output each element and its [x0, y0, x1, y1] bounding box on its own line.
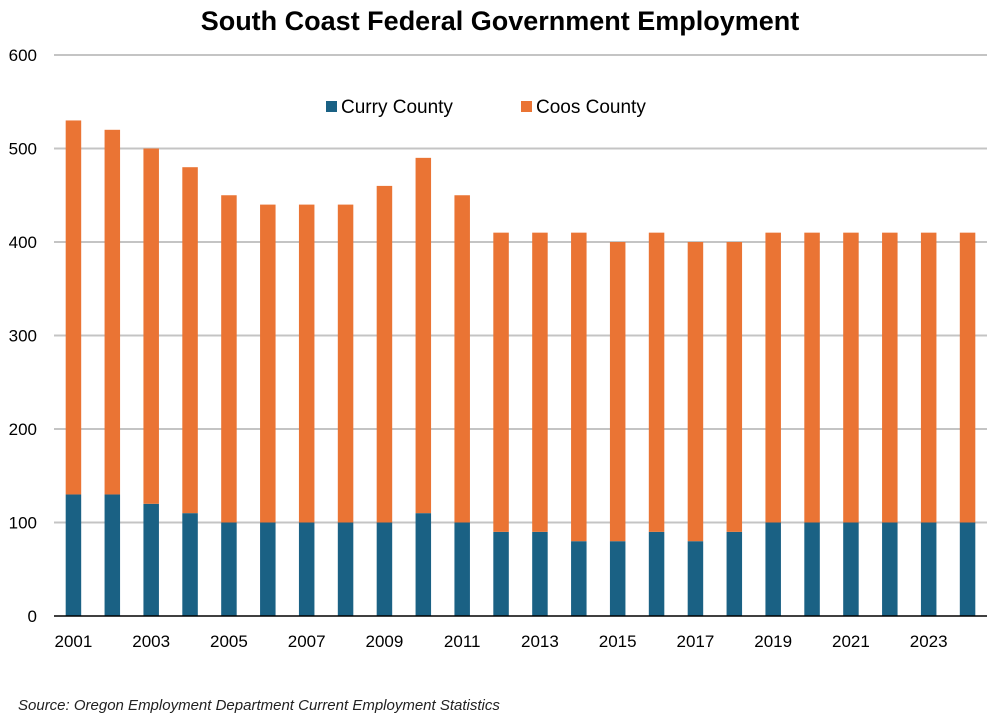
y-tick-label: 300: [9, 327, 37, 346]
bar-curry-county-2014: [571, 541, 587, 616]
bar-coos-county-2022: [882, 232, 898, 523]
y-tick-label: 400: [9, 233, 37, 252]
x-tick-label: 2007: [288, 632, 326, 651]
bar-curry-county-2008: [337, 522, 354, 616]
bar-coos-county-2020: [804, 232, 820, 523]
bar-coos-county-2017: [687, 242, 704, 542]
x-tick-label: 2013: [521, 632, 559, 651]
bar-curry-county-2003: [143, 503, 159, 616]
x-tick-label: 2009: [366, 632, 404, 651]
bar-curry-county-2018: [726, 531, 743, 616]
bar-curry-county-2009: [376, 522, 393, 616]
bar-curry-county-2012: [493, 531, 509, 616]
bar-curry-county-2001: [65, 494, 82, 616]
x-tick-label: 2021: [832, 632, 870, 651]
x-tick-label: 2001: [55, 632, 93, 651]
x-tick-label: 2005: [210, 632, 248, 651]
bar-curry-county-2020: [804, 522, 820, 616]
bar-curry-county-2021: [843, 522, 859, 616]
bar-coos-county-2006: [260, 204, 276, 523]
bar-coos-county-2018: [726, 242, 743, 532]
y-tick-label: 100: [9, 514, 37, 533]
bar-coos-county-2007: [298, 204, 315, 523]
bar-curry-county-2006: [260, 522, 276, 616]
bar-coos-county-2003: [143, 148, 159, 504]
x-tick-label: 2019: [754, 632, 792, 651]
y-tick-label: 600: [9, 46, 37, 65]
bar-coos-county-2013: [532, 232, 548, 532]
legend-label: Curry County: [341, 97, 453, 118]
bar-coos-county-2024: [959, 232, 976, 523]
bar-curry-county-2011: [454, 522, 470, 616]
chart-title: South Coast Federal Government Employmen…: [200, 6, 800, 36]
x-tick-label: 2023: [910, 632, 948, 651]
bar-curry-county-2022: [882, 522, 898, 616]
bar-curry-county-2007: [298, 522, 315, 616]
bar-coos-county-2012: [493, 232, 509, 532]
x-tick-label: 2015: [599, 632, 637, 651]
x-tick-label: 2011: [444, 632, 481, 651]
legend-label: Coos County: [536, 97, 646, 118]
bar-curry-county-2005: [221, 522, 237, 616]
source-note: Source: Oregon Employment Department Cur…: [18, 697, 500, 714]
x-tick-label: 2003: [132, 632, 170, 651]
bar-curry-county-2019: [765, 522, 781, 616]
bar-curry-county-2016: [648, 531, 665, 616]
bar-coos-county-2010: [415, 157, 432, 514]
bar-coos-county-2011: [454, 195, 470, 523]
bar-coos-county-2004: [182, 167, 198, 514]
bar-coos-county-2016: [648, 232, 665, 532]
bar-coos-county-2005: [221, 195, 237, 523]
y-tick-label: 500: [9, 140, 37, 159]
x-tick-label: 2017: [677, 632, 715, 651]
bar-curry-county-2004: [182, 513, 198, 616]
bar-coos-county-2023: [920, 232, 937, 523]
bar-coos-county-2014: [571, 232, 587, 542]
bar-coos-county-2021: [843, 232, 859, 523]
bar-curry-county-2017: [687, 541, 704, 616]
bar-curry-county-2002: [104, 494, 121, 616]
bar-curry-county-2013: [532, 531, 548, 616]
legend-swatch-curry-county: [326, 101, 337, 112]
bar-coos-county-2001: [65, 120, 82, 495]
chart: 0 100 200 300 400 500 600 2001 2003 2005 2007 2009 2…: [9, 46, 987, 651]
bar-curry-county-2023: [920, 522, 937, 616]
legend-swatch-coos-county: [521, 101, 532, 112]
bar-curry-county-2024: [959, 522, 976, 616]
bar-coos-county-2015: [609, 242, 626, 542]
bar-coos-county-2002: [104, 129, 121, 495]
bar-curry-county-2010: [415, 513, 432, 616]
bar-coos-county-2008: [337, 204, 354, 523]
y-tick-label: 200: [9, 420, 37, 439]
bar-coos-county-2019: [765, 232, 781, 523]
bar-curry-county-2015: [609, 541, 626, 616]
bar-coos-county-2009: [376, 185, 393, 523]
y-tick-label: 0: [28, 607, 37, 626]
